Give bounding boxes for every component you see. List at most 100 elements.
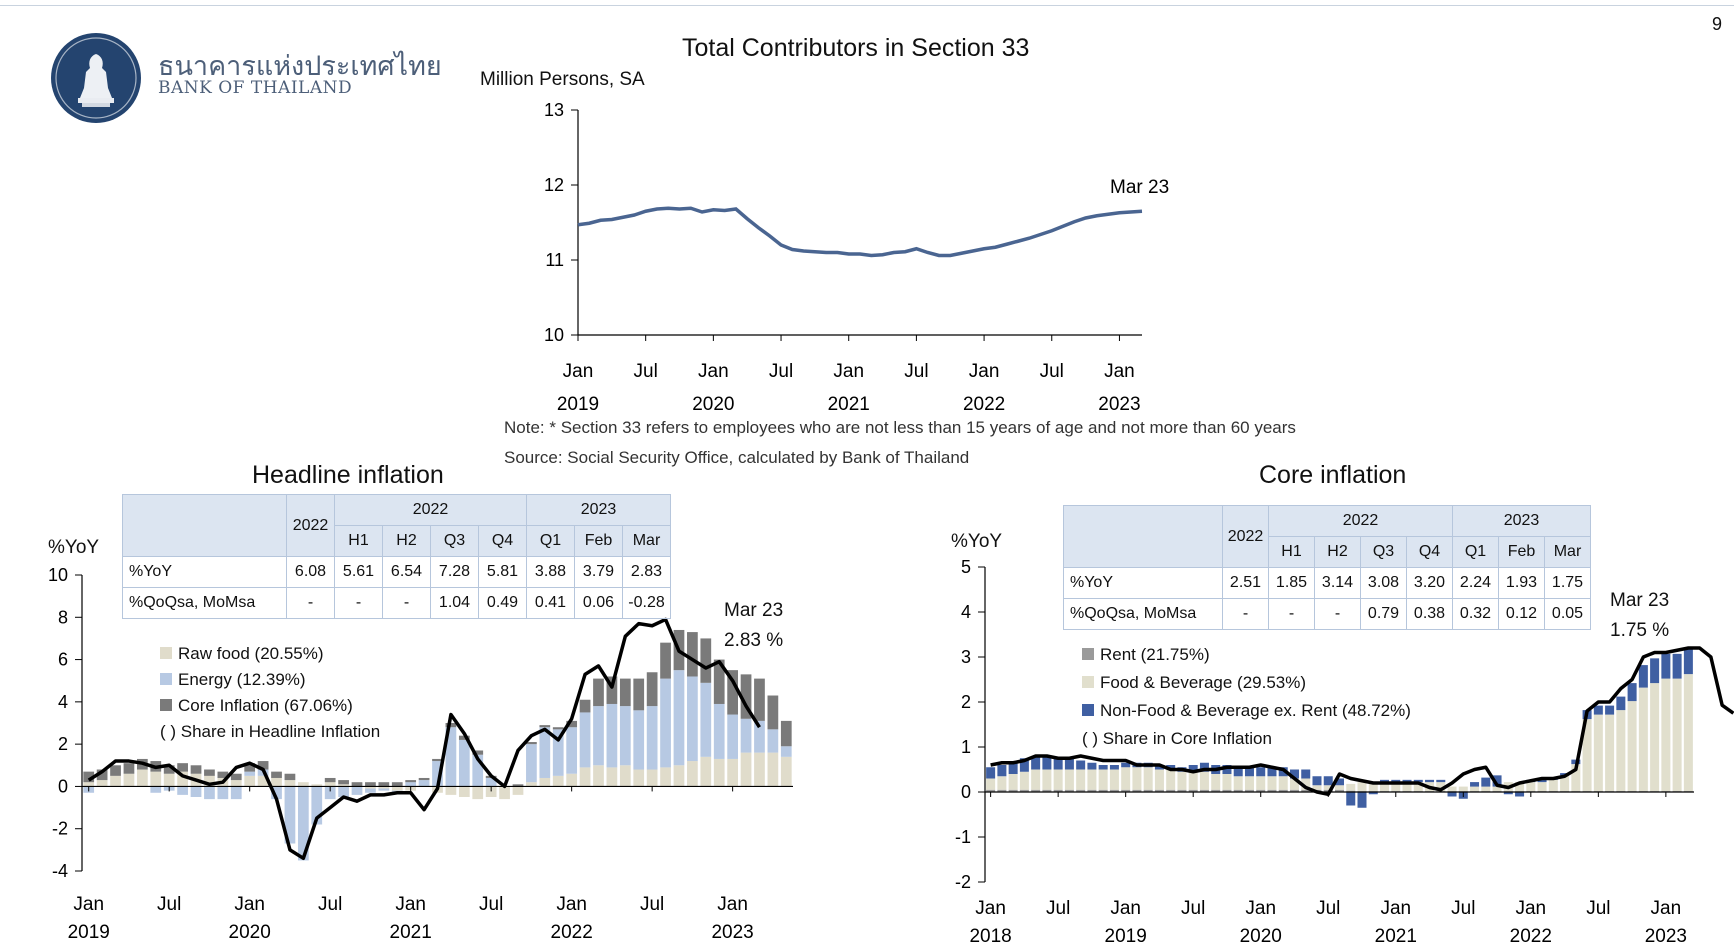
bar-segment — [1278, 776, 1288, 790]
bar-segment — [1436, 782, 1446, 792]
bar-segment — [83, 782, 95, 787]
bar-segment — [727, 670, 738, 715]
top-chart-note: Note: * Section 33 refers to employees w… — [504, 418, 1296, 437]
table-group-header: 2022 — [334, 494, 527, 526]
bar-segment — [552, 775, 564, 787]
legend-swatch — [1082, 676, 1094, 688]
table-cell: 0.41 — [526, 587, 575, 619]
x-tick-label: Jan — [73, 894, 104, 915]
bar-segment — [1526, 782, 1536, 792]
bar-segment — [177, 786, 188, 795]
bar-segment — [646, 706, 658, 770]
bar-segment — [552, 727, 564, 730]
top-divider — [0, 5, 1734, 6]
bar-segment — [767, 695, 779, 730]
bar-segment — [1548, 779, 1558, 792]
bar-segment — [96, 769, 108, 781]
bar-segment — [606, 676, 618, 704]
y-tick-label: 11 — [545, 250, 564, 270]
bar-segment — [986, 778, 996, 790]
legend-swatch — [1082, 648, 1094, 660]
bar-segment — [1053, 758, 1063, 770]
y-tick-label: 10 — [544, 325, 564, 345]
bar-segment — [1616, 696, 1626, 711]
bar-segment — [539, 725, 551, 728]
bar-segment — [244, 771, 256, 776]
bar-segment — [713, 758, 725, 787]
bar-segment — [1188, 771, 1198, 790]
x-tick-label: Jul — [1316, 898, 1340, 919]
table-subheader: H1 — [334, 525, 383, 557]
legend-label: Rent (21.75%) — [1100, 645, 1210, 664]
bar-segment — [1076, 789, 1086, 792]
bar-segment — [1177, 789, 1187, 792]
x-tick-year-label: 2019 — [557, 394, 599, 415]
x-tick-label: Jul — [1586, 898, 1610, 919]
x-tick-year-label: 2020 — [1240, 926, 1282, 946]
bar-segment — [1121, 789, 1131, 792]
bar-segment — [780, 720, 792, 747]
x-tick-label: Jul — [640, 894, 664, 915]
bar-segment — [391, 786, 403, 791]
bar-segment — [997, 776, 1007, 790]
bar-segment — [660, 767, 671, 787]
headline-annotation-value: 2.83 % — [724, 630, 784, 651]
table-cell: 0.06 — [574, 587, 623, 619]
bar-segment — [754, 752, 765, 787]
bar-segment — [1267, 776, 1277, 790]
y-tick-label: 1 — [961, 737, 971, 757]
table-cell: 6.08 — [286, 556, 335, 588]
y-tick-label: -4 — [52, 861, 68, 881]
bar-segment — [606, 767, 618, 787]
bar-segment — [338, 786, 349, 797]
bar-segment — [432, 761, 443, 787]
bar-segment — [1650, 658, 1660, 684]
bar-segment — [324, 786, 336, 800]
bar-segment — [284, 773, 296, 781]
bar-segment — [110, 765, 121, 776]
table-subheader: Mar — [622, 525, 671, 557]
bar-segment — [606, 703, 618, 768]
bar-segment — [579, 699, 591, 713]
bar-segment — [1301, 778, 1311, 790]
table-subheader: Mar — [1544, 536, 1591, 568]
x-tick-year-label: 2021 — [1375, 926, 1417, 946]
bar-segment — [1076, 760, 1086, 770]
bar-segment — [1413, 779, 1423, 783]
y-tick-label: 4 — [58, 692, 68, 712]
legend-item: Energy (12.39%) — [160, 667, 380, 693]
y-tick-label: -2 — [955, 872, 971, 892]
x-tick-year-label: 2023 — [1098, 394, 1140, 415]
y-tick-label: 8 — [58, 607, 68, 627]
table-year-header: 2022 — [1222, 505, 1269, 568]
bar-segment — [1368, 792, 1378, 795]
bar-segment — [1042, 789, 1052, 792]
table-group-header: 2023 — [1452, 505, 1591, 537]
bar-segment — [1672, 653, 1682, 679]
bar-segment — [986, 789, 996, 792]
bar-segment — [1323, 785, 1333, 790]
bar-segment — [271, 771, 282, 778]
bar-segment — [1053, 769, 1063, 790]
bar-segment — [633, 678, 645, 711]
table-row-label: %YoY — [122, 556, 287, 588]
table-row-label: %QoQsa, MoMsa — [122, 587, 287, 619]
y-tick-label: 0 — [58, 776, 68, 796]
bar-segment — [1289, 778, 1299, 790]
x-tick-year-label: 2022 — [1510, 926, 1552, 946]
headline-chart-title: Headline inflation — [252, 461, 444, 489]
bar-segment — [713, 703, 725, 759]
inflation-line — [87, 617, 761, 861]
bar-segment — [1267, 767, 1277, 777]
bar-segment — [1593, 714, 1603, 792]
bar-segment — [986, 767, 996, 779]
table-group-header: 2022 — [1268, 505, 1453, 537]
table-cell: 5.61 — [334, 556, 383, 588]
bar-segment — [351, 786, 363, 795]
table-subheader: Q1 — [1452, 536, 1499, 568]
table-subheader: H2 — [1314, 536, 1361, 568]
table-cell: - — [286, 587, 335, 619]
bar-segment — [217, 786, 229, 800]
bar-segment — [1627, 683, 1637, 702]
